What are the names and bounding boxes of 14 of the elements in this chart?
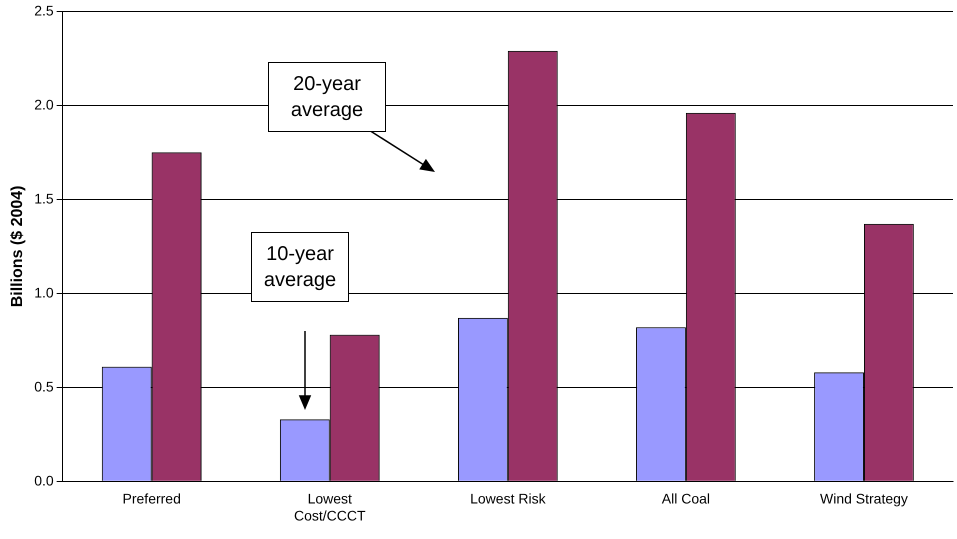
y-tick-label: 0.5 [34, 378, 54, 394]
x-tick-label: All Coal [662, 490, 710, 507]
x-tick-label: Lowest Cost/CCCT [294, 490, 366, 524]
y-tick-label: 2.0 [34, 96, 54, 112]
y-tick-label: 0.0 [34, 472, 54, 488]
y-tick-label: 1.0 [34, 284, 54, 300]
y-axis-title: Billions ($ 2004) [9, 185, 26, 308]
x-tick-label: Preferred [122, 490, 181, 507]
callout: 20-year average [268, 62, 386, 132]
callout: 10-year average [251, 232, 349, 302]
y-tick-label: 1.5 [34, 190, 54, 206]
y-tick-label: 2.5 [34, 2, 54, 18]
x-tick-label: Wind Strategy [820, 490, 908, 507]
x-tick-label: Lowest Risk [470, 490, 547, 507]
